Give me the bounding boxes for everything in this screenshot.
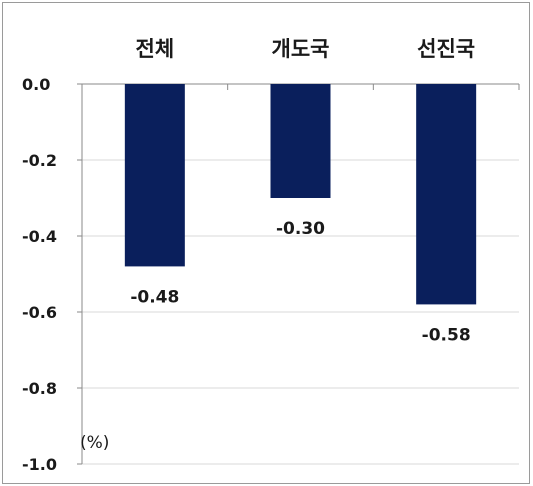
- unit-label: (%): [80, 433, 109, 453]
- bar: [416, 84, 477, 305]
- bar: [270, 84, 331, 198]
- data-label: -0.48: [130, 287, 179, 307]
- data-label: -0.58: [422, 325, 471, 345]
- category-label: 개도국: [272, 37, 330, 61]
- y-tick-label: -0.6: [22, 303, 57, 322]
- y-tick-label: -0.2: [22, 151, 57, 170]
- bar: [124, 84, 185, 267]
- y-tick-label: -1.0: [22, 455, 57, 474]
- category-label: 선진국: [417, 37, 475, 61]
- category-label: 전체: [136, 37, 175, 61]
- data-label: -0.30: [276, 219, 325, 239]
- y-tick-label: -0.4: [22, 227, 57, 246]
- y-tick-label: -0.8: [22, 379, 57, 398]
- y-tick-label: 0.0: [22, 75, 50, 94]
